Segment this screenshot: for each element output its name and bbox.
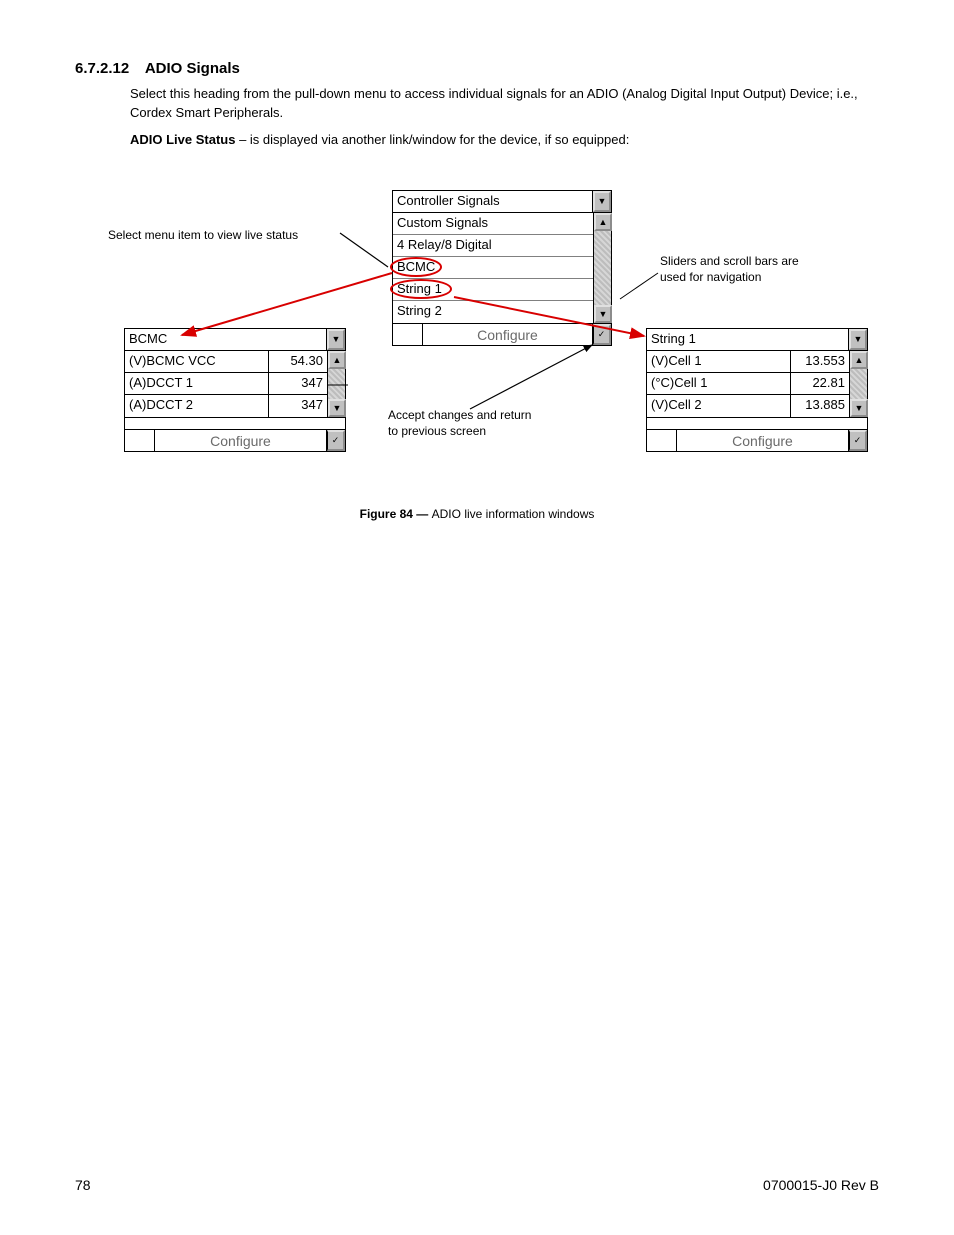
section-heading: 6.7.2.12 ADIO Signals <box>75 60 879 77</box>
section-title: ADIO Signals <box>145 60 240 77</box>
table-row: (A)DCCT 1 347 <box>125 373 327 395</box>
figure-caption-bold: Figure 84 — <box>360 507 432 521</box>
scroll-track[interactable] <box>594 231 611 305</box>
table-row: (V)BCMC VCC 54.30 <box>125 351 327 373</box>
configure-spacer <box>393 324 423 345</box>
table-row: (V)Cell 2 13.885 <box>647 395 849 417</box>
row-label: (A)DCCT 1 <box>125 373 269 394</box>
window-string1: String 1 ▼ (V)Cell 1 13.553 (°C)Cell 1 2… <box>646 328 868 452</box>
scroll-up-icon[interactable]: ▲ <box>594 213 612 231</box>
scroll-track[interactable] <box>850 369 867 399</box>
row-value: 347 <box>269 395 327 417</box>
red-highlight-ring <box>390 279 452 299</box>
scrollbar[interactable]: ▲ ▼ <box>327 351 345 417</box>
check-icon[interactable]: ✓ <box>849 430 867 451</box>
row-value: 54.30 <box>269 351 327 372</box>
callout-center-line2: to previous screen <box>388 424 486 438</box>
row-value: 13.885 <box>791 395 849 417</box>
scroll-down-icon[interactable]: ▼ <box>328 399 346 417</box>
paragraph-2-rest: – is displayed via another link/window f… <box>235 132 629 147</box>
row-label: (°C)Cell 1 <box>647 373 791 394</box>
list-item[interactable]: Custom Signals <box>393 213 593 235</box>
window-signal-list: Controller Signals ▼ Custom Signals 4 Re… <box>392 190 612 346</box>
adio-live-status-label: ADIO Live Status <box>130 132 235 147</box>
callout-center-line1: Accept changes and return <box>388 408 531 422</box>
bcmc-dropdown-label: BCMC <box>125 329 327 350</box>
scroll-up-icon[interactable]: ▲ <box>328 351 346 369</box>
red-highlight-ring <box>390 257 442 277</box>
row-label: (V)Cell 2 <box>647 395 791 417</box>
table-row: (°C)Cell 1 22.81 <box>647 373 849 395</box>
configure-spacer <box>125 430 155 451</box>
page-number: 78 <box>75 1177 91 1193</box>
scroll-down-icon[interactable]: ▼ <box>594 305 612 323</box>
bcmc-dropdown[interactable]: BCMC ▼ <box>125 329 345 351</box>
scrollbar[interactable]: ▲ ▼ <box>849 351 867 417</box>
configure-button[interactable]: Configure <box>155 430 327 451</box>
list-item[interactable]: 4 Relay/8 Digital <box>393 235 593 257</box>
doc-id: 0700015-J0 Rev B <box>763 1177 879 1193</box>
table-row: (A)DCCT 2 347 <box>125 395 327 417</box>
scrollbar[interactable]: ▲ ▼ <box>593 213 611 323</box>
string1-dropdown[interactable]: String 1 ▼ <box>647 329 867 351</box>
figure-84: Select menu item to view live status Sli… <box>0 185 954 545</box>
configure-spacer <box>647 430 677 451</box>
row-value: 347 <box>269 373 327 394</box>
row-label: (V)BCMC VCC <box>125 351 269 372</box>
list-item[interactable]: String 1 <box>393 279 593 301</box>
configure-button[interactable]: Configure <box>423 324 593 345</box>
row-label: (V)Cell 1 <box>647 351 791 372</box>
string1-dropdown-label: String 1 <box>647 329 849 350</box>
chevron-down-icon[interactable]: ▼ <box>593 191 611 212</box>
row-label: (A)DCCT 2 <box>125 395 269 417</box>
callout-right-line2: used for navigation <box>660 270 761 284</box>
list-item[interactable]: String 2 <box>393 301 593 323</box>
figure-caption: Figure 84 — ADIO live information window… <box>0 507 954 521</box>
scroll-down-icon[interactable]: ▼ <box>850 399 868 417</box>
paragraph-2: ADIO Live Status – is displayed via anot… <box>130 131 879 150</box>
callout-left: Select menu item to view live status <box>108 227 298 243</box>
scroll-up-icon[interactable]: ▲ <box>850 351 868 369</box>
configure-button[interactable]: Configure <box>677 430 849 451</box>
figure-caption-text: ADIO live information windows <box>432 507 595 521</box>
row-value: 13.553 <box>791 351 849 372</box>
row-value: 22.81 <box>791 373 849 394</box>
chevron-down-icon[interactable]: ▼ <box>327 329 345 350</box>
controller-signals-dropdown[interactable]: Controller Signals ▼ <box>393 191 611 213</box>
list-item[interactable]: BCMC <box>393 257 593 279</box>
page-footer: 78 0700015-J0 Rev B <box>75 1177 879 1193</box>
section-number: 6.7.2.12 <box>75 60 129 77</box>
callout-right: Sliders and scroll bars are used for nav… <box>660 253 799 285</box>
table-row: (V)Cell 1 13.553 <box>647 351 849 373</box>
scroll-track[interactable] <box>328 369 345 399</box>
paragraph-1: Select this heading from the pull-down m… <box>130 85 879 123</box>
chevron-down-icon[interactable]: ▼ <box>849 329 867 350</box>
callout-right-line1: Sliders and scroll bars are <box>660 254 799 268</box>
check-icon[interactable]: ✓ <box>593 324 611 345</box>
check-icon[interactable]: ✓ <box>327 430 345 451</box>
window-bcmc: BCMC ▼ (V)BCMC VCC 54.30 (A)DCCT 1 347 (… <box>124 328 346 452</box>
controller-signals-label: Controller Signals <box>393 191 593 212</box>
callout-center: Accept changes and return to previous sc… <box>388 407 531 439</box>
